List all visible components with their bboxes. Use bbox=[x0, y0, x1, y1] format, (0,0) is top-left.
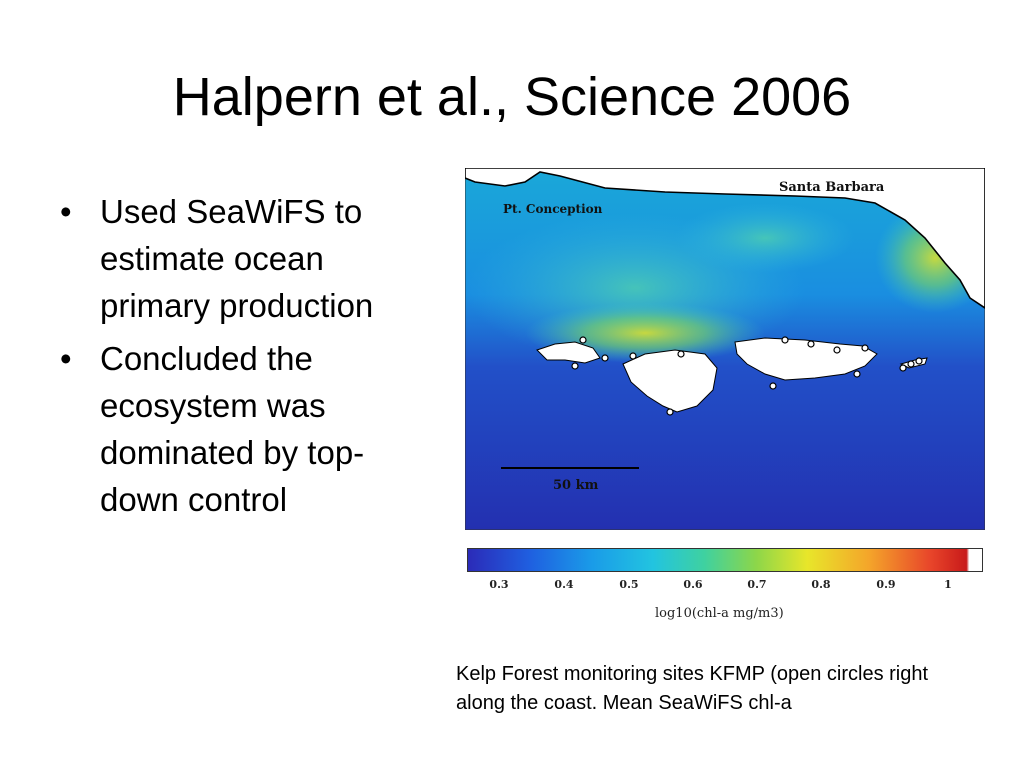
bullet-item: • Concluded the ecosystem was dominated … bbox=[60, 335, 440, 523]
colorbar-tick: 0.6 bbox=[683, 578, 703, 591]
colorbar-tick: 0.9 bbox=[876, 578, 896, 591]
colorbar bbox=[467, 548, 983, 572]
chlorophyll-map: Santa Barbara Pt. Conception 50 km bbox=[465, 168, 985, 530]
colorbar-ticks: 0.3 0.4 0.5 0.6 0.7 0.8 0.9 1 bbox=[467, 578, 983, 594]
kfmp-sites bbox=[571, 336, 923, 416]
bloom-region bbox=[675, 203, 855, 273]
scale-label: 50 km bbox=[553, 478, 599, 493]
bullet-list: • Used SeaWiFS to estimate ocean primary… bbox=[60, 188, 440, 529]
colorbar-tick: 0.7 bbox=[747, 578, 767, 591]
colorbar-tick: 0.5 bbox=[619, 578, 639, 591]
slide-title: Halpern et al., Science 2006 bbox=[172, 67, 852, 127]
bullet-marker: • bbox=[60, 193, 72, 230]
bullet-marker: • bbox=[60, 340, 72, 377]
bullet-text: Used SeaWiFS to estimate ocean primary p… bbox=[100, 193, 374, 324]
island-san-miguel bbox=[536, 341, 601, 364]
colorbar-tick: 0.3 bbox=[489, 578, 509, 591]
colorbar-label: log10(chl-a mg/m3) bbox=[655, 606, 784, 621]
colorbar-tick: 1 bbox=[944, 578, 952, 591]
map-graphic bbox=[465, 168, 985, 530]
island-santa-rosa bbox=[622, 349, 718, 413]
santa-barbara-label: Santa Barbara bbox=[779, 180, 885, 195]
colorbar-tick: 0.8 bbox=[811, 578, 831, 591]
colorbar-tick: 0.4 bbox=[554, 578, 574, 591]
mainland bbox=[465, 168, 985, 309]
bullet-text: Concluded the ecosystem was dominated by… bbox=[100, 340, 365, 518]
bullet-item: • Used SeaWiFS to estimate ocean primary… bbox=[60, 188, 440, 329]
figure-caption: Kelp Forest monitoring sites KFMP (open … bbox=[456, 663, 929, 714]
pt-conception-label: Pt. Conception bbox=[503, 202, 603, 216]
